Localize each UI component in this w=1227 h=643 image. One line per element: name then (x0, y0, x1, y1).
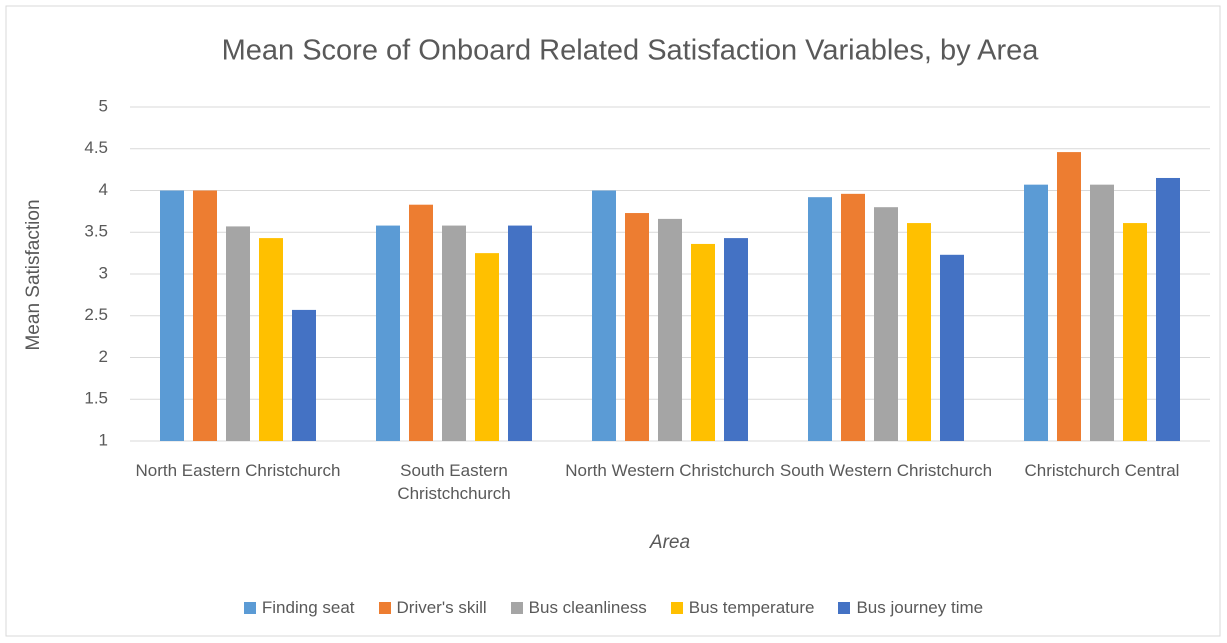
x-tick-label: Christchurch Central (1024, 461, 1180, 480)
bar (1024, 184, 1048, 441)
bar (376, 225, 400, 441)
legend-label: Bus journey time (856, 598, 984, 617)
chart-title: Mean Score of Onboard Related Satisfacti… (222, 35, 1040, 67)
bar (409, 204, 433, 441)
legend-item: Bus temperature (670, 598, 815, 618)
legend-label: Driver's skill (396, 598, 487, 617)
legend-swatch (243, 602, 256, 614)
legend-label: Finding seat (261, 598, 355, 617)
bar (724, 238, 748, 441)
x-tick-label: South Western Christchurch (779, 461, 993, 480)
y-tick-label: 4.5 (84, 138, 108, 157)
bar (874, 207, 898, 441)
legend-swatch (378, 602, 391, 614)
legend-swatch (838, 602, 851, 614)
bar (193, 190, 217, 441)
bar (1156, 177, 1180, 441)
y-tick-label: 3 (99, 263, 108, 282)
bar (160, 190, 184, 441)
legend: Finding seat Driver's skill Bus cleanlines… (0, 598, 1227, 618)
y-tick-label: 2.5 (84, 305, 108, 324)
bar (292, 309, 316, 441)
bar (808, 197, 832, 441)
y-tick-label: 1.5 (84, 389, 108, 408)
bar (907, 223, 931, 441)
y-tick-label: 2 (99, 347, 108, 366)
bar (226, 226, 250, 441)
bar (475, 253, 499, 441)
legend-swatch (510, 602, 523, 614)
bar (1090, 184, 1114, 441)
bar (592, 190, 616, 441)
legend-item: Driver's skill (378, 598, 487, 618)
bar (1123, 223, 1147, 441)
bar (940, 254, 964, 441)
x-tick-label: North Western Christchurch (565, 461, 775, 480)
bar (658, 218, 682, 441)
chart-border (5, 5, 1221, 637)
y-tick-label: 1 (99, 430, 108, 449)
legend-label: Bus cleanliness (528, 598, 647, 617)
legend-item: Bus journey time (838, 598, 983, 618)
y-tick-label: 3.5 (84, 222, 108, 241)
bar (841, 193, 865, 441)
bar (691, 243, 715, 441)
bar (442, 225, 466, 441)
bar (625, 213, 649, 441)
x-axis-title: Area (649, 532, 690, 553)
bar (1057, 152, 1081, 441)
y-tick-label: 4 (99, 180, 108, 199)
bar (508, 225, 532, 441)
x-tick-label: North Eastern Christchurch (135, 461, 341, 480)
y-axis-title: Mean Satisfaction (23, 199, 44, 350)
legend-label: Bus temperature (688, 598, 815, 617)
bar (259, 238, 283, 441)
legend-item: Finding seat (243, 598, 355, 618)
x-tick-label: South Eastern Christchchurch (397, 461, 511, 503)
legend-swatch (670, 602, 683, 614)
legend-item: Bus cleanliness (510, 598, 647, 618)
y-tick-label: 5 (99, 96, 108, 115)
